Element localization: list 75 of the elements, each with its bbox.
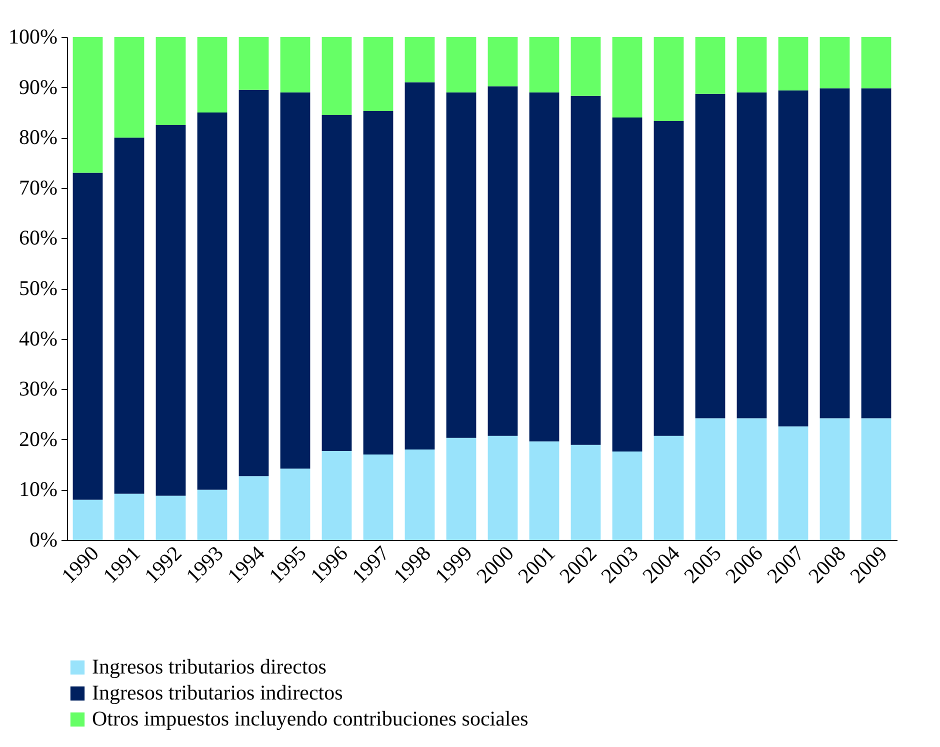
bar: [612, 117, 642, 452]
bar: [820, 418, 850, 540]
bar: [363, 37, 394, 111]
bar: [280, 37, 310, 92]
bar: [736, 92, 767, 418]
bar: [363, 454, 394, 540]
bar: [612, 37, 642, 118]
bar: [404, 37, 435, 82]
y-tick-label: 80%: [19, 125, 58, 150]
bar: [529, 441, 560, 540]
bar: [238, 476, 269, 540]
bar: [197, 490, 228, 540]
bar: [778, 37, 808, 90]
bar: [72, 37, 103, 173]
bar: [570, 96, 601, 445]
bar: [280, 468, 310, 540]
bar: [695, 37, 726, 94]
y-tick-label: 60%: [19, 226, 58, 250]
y-tick-label: 100%: [8, 24, 58, 48]
y-tick-label: 90%: [19, 74, 58, 99]
bar: [280, 92, 310, 469]
bar: [156, 37, 186, 126]
x-tick-label: 1991: [98, 541, 145, 588]
bar: [778, 90, 808, 426]
bar: [197, 37, 228, 112]
y-tick-label: 30%: [19, 376, 58, 401]
bar: [72, 500, 103, 540]
bar: [654, 436, 684, 540]
bar: [114, 37, 144, 138]
bar: [529, 92, 560, 442]
bar: [654, 121, 684, 436]
bar: [736, 37, 767, 92]
bar: [446, 37, 476, 92]
bar: [156, 125, 186, 496]
bar: [861, 418, 892, 540]
bar: [861, 37, 892, 88]
bar: [322, 450, 352, 540]
bar: [529, 37, 560, 92]
bar: [404, 449, 435, 540]
bar: [820, 88, 850, 418]
bar: [114, 494, 144, 540]
bar: [820, 37, 850, 88]
bar: [363, 110, 394, 454]
legend-label: Ingresos tributarios indirectos: [92, 680, 343, 704]
y-tick-label: 50%: [19, 276, 58, 300]
bar: [695, 418, 726, 540]
bar: [570, 37, 601, 96]
y-tick-label: 70%: [19, 175, 58, 200]
bar: [488, 436, 518, 540]
bar: [238, 90, 269, 476]
bar: [114, 138, 144, 494]
bar: [654, 37, 684, 121]
bar: [156, 496, 186, 540]
bar: [322, 37, 352, 115]
bar: [612, 451, 642, 540]
y-tick-label: 10%: [19, 477, 58, 502]
y-tick-label: 20%: [19, 426, 58, 451]
bar: [72, 172, 103, 500]
y-tick-label: 40%: [19, 326, 58, 350]
bar: [446, 92, 476, 438]
bar: [861, 88, 892, 418]
legend-label: Otros impuestos incluyendo contribuciones sociales: [92, 706, 528, 730]
bar: [695, 94, 726, 418]
bar: [570, 444, 601, 540]
bar: [446, 438, 476, 540]
bar: [778, 426, 808, 540]
bar: [736, 418, 767, 540]
bar: [488, 37, 518, 86]
y-tick-label: 0%: [30, 528, 58, 552]
legend-label: Ingresos tributarios directos: [92, 654, 326, 678]
bar: [238, 37, 269, 90]
bar: [488, 86, 518, 436]
bar: [322, 114, 352, 451]
bar: [404, 82, 435, 450]
bar: [197, 112, 228, 490]
